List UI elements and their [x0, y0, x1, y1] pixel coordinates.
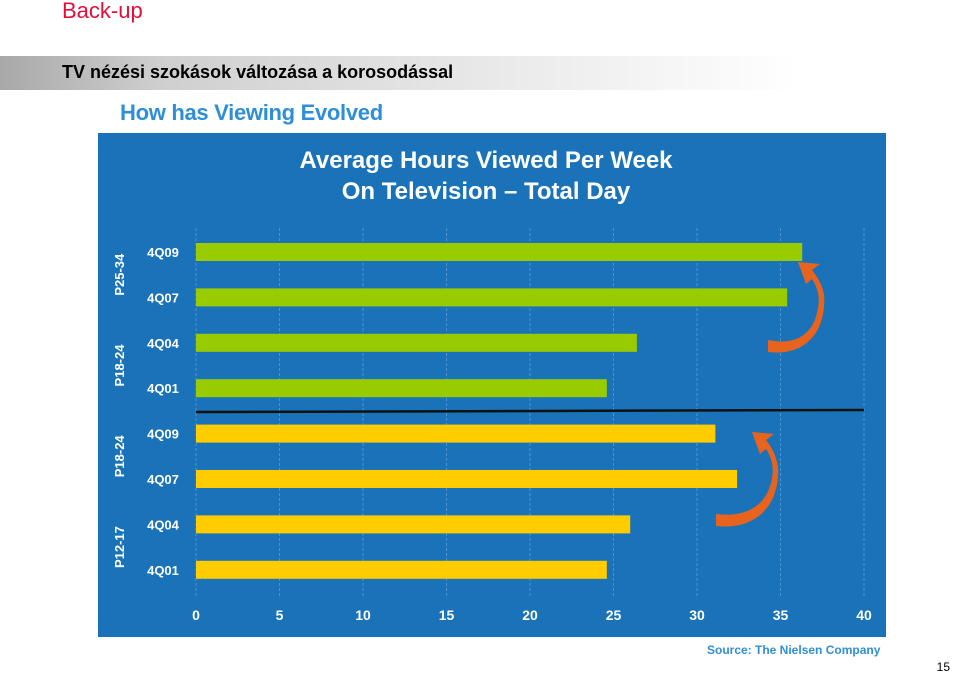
bar-label: 4Q01 [147, 563, 179, 578]
bar-label: 4Q09 [147, 427, 179, 442]
bar [196, 515, 631, 534]
group-label: P18-24 [112, 344, 127, 387]
chart-title-line-2: On Television – Total Day [342, 178, 631, 205]
bar-label: 4Q01 [147, 381, 179, 396]
backup-label: Back-up [62, 0, 143, 23]
curved-arrow-icon [768, 262, 825, 353]
bar [196, 333, 637, 352]
group-labels: P25-34 P18-24 P18-24 P12-17 [112, 253, 127, 568]
x-tick-label: 0 [192, 607, 200, 623]
group-label: P18-24 [112, 435, 127, 478]
bar [196, 243, 803, 261]
bar-label: 4Q04 [147, 336, 180, 351]
x-tick-labels: 0 5 10 15 20 25 30 35 40 [192, 607, 872, 623]
bar [196, 424, 716, 443]
chart-title-line-1: Average Hours Viewed Per Week [299, 147, 673, 174]
page-number: 15 [936, 660, 950, 674]
bar [196, 470, 738, 488]
bar-label: 4Q07 [147, 290, 179, 305]
slide-title: TV nézési szokások változása a korosodás… [62, 62, 454, 82]
group-label: P25-34 [112, 253, 127, 296]
bar [196, 379, 607, 398]
curved-arrow-icon [716, 432, 779, 527]
source-note: Source: The Nielsen Company [707, 643, 881, 657]
x-tick-label: 30 [689, 607, 705, 623]
figure-heading: How has Viewing Evolved [120, 100, 383, 125]
bar [196, 288, 788, 307]
bar-labels: 4Q09 4Q07 4Q04 4Q01 4Q09 4Q07 4Q04 4Q01 [147, 245, 180, 578]
x-tick-label: 35 [773, 607, 789, 623]
x-tick-label: 20 [522, 607, 538, 623]
bar-label: 4Q04 [147, 517, 180, 532]
bars [196, 243, 803, 579]
x-tick-label: 15 [439, 607, 455, 623]
divider-line [195, 408, 865, 414]
x-tick-label: 5 [276, 607, 284, 623]
x-tick-label: 40 [856, 607, 872, 623]
x-tick-label: 25 [606, 607, 622, 623]
x-tick-label: 10 [355, 607, 371, 623]
bar-label: 4Q07 [147, 472, 179, 487]
title-band [0, 56, 800, 90]
bar-label: 4Q09 [147, 245, 179, 260]
bar [196, 560, 607, 579]
group-label: P12-17 [112, 526, 127, 568]
